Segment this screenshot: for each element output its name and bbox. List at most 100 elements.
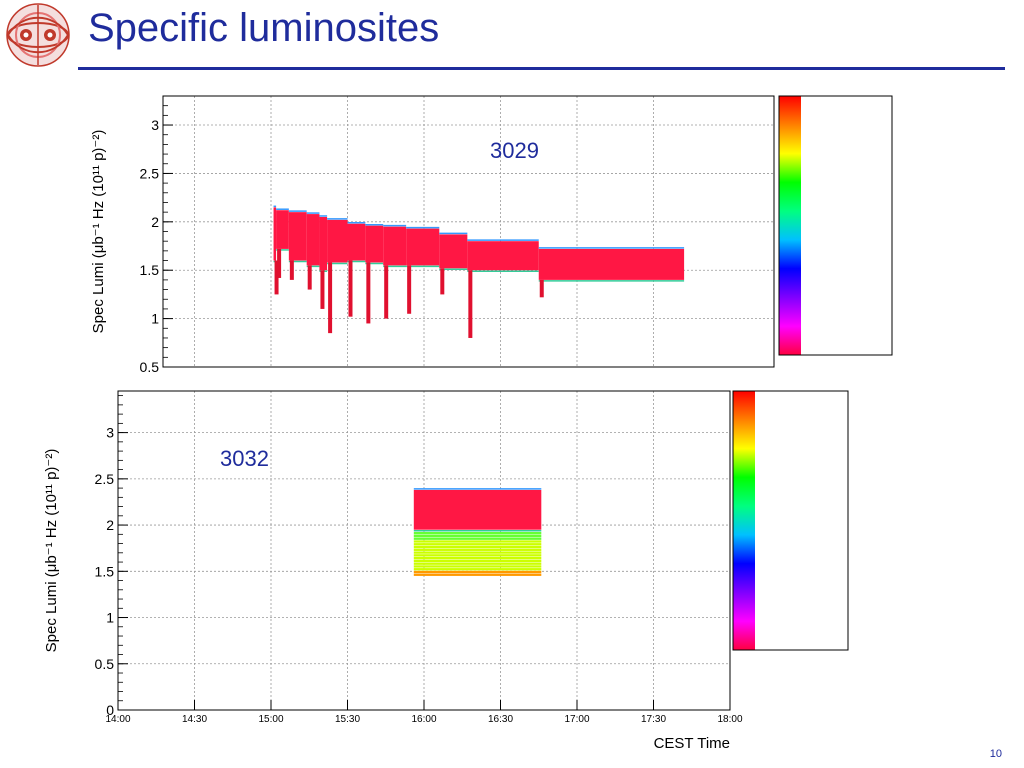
data-band-fill bbox=[276, 210, 289, 249]
x-tick-label: 17:30 bbox=[641, 714, 666, 725]
data-band bbox=[365, 223, 384, 324]
x-tick-label: 17:00 bbox=[564, 714, 589, 725]
slide-number: 10 bbox=[989, 748, 1002, 760]
x-tick-label: 15:00 bbox=[258, 714, 283, 725]
data-point-row bbox=[413, 545, 542, 549]
data-dip bbox=[277, 248, 282, 278]
data-point-row bbox=[413, 562, 542, 565]
data-band-fill bbox=[273, 207, 277, 261]
data-band bbox=[439, 232, 468, 295]
data-band bbox=[288, 210, 307, 280]
data-dip bbox=[407, 265, 412, 314]
data-point-row bbox=[413, 565, 542, 568]
data-dip bbox=[307, 265, 312, 290]
color-bar bbox=[778, 95, 893, 356]
color-bar-gradient bbox=[779, 96, 801, 355]
data-band-fill bbox=[406, 228, 440, 266]
y-tick-label: 1.5 bbox=[140, 262, 160, 278]
page-title: Specific luminosites bbox=[88, 6, 440, 50]
y-tick-label: 1 bbox=[151, 311, 159, 327]
data-point-row bbox=[413, 554, 542, 557]
x-tick-label: 14:30 bbox=[182, 714, 207, 725]
y-axis-label: Spec Lumi (μb⁻¹ Hz (10¹¹ p)⁻²) bbox=[43, 449, 60, 653]
data-band-fill bbox=[413, 489, 542, 530]
data-dip bbox=[468, 270, 473, 338]
data-band bbox=[273, 205, 279, 295]
data-band bbox=[327, 218, 348, 334]
data-band-fill bbox=[319, 216, 328, 271]
color-bar-frame bbox=[778, 95, 893, 356]
data-band-fill bbox=[288, 212, 307, 261]
y-tick-label: 2 bbox=[106, 517, 114, 533]
y-tick-label: 2.5 bbox=[140, 165, 160, 181]
run-number-label: 3032 bbox=[220, 446, 269, 471]
y-tick-label: 2.5 bbox=[95, 471, 115, 487]
data-band bbox=[538, 247, 685, 298]
data-point-row bbox=[413, 559, 542, 563]
data-dip bbox=[274, 260, 279, 295]
color-bar-frame bbox=[732, 390, 849, 651]
data-point-row bbox=[413, 570, 542, 574]
data-band-fill bbox=[365, 225, 384, 263]
y-tick-label: 0.5 bbox=[95, 656, 115, 672]
data-band bbox=[467, 239, 539, 338]
data-dip bbox=[440, 268, 445, 295]
data-band bbox=[413, 488, 542, 532]
data-dip bbox=[384, 265, 389, 319]
data-band-fill bbox=[538, 248, 685, 280]
data-dip bbox=[366, 262, 371, 324]
data-dip bbox=[289, 260, 294, 280]
data-point-row bbox=[413, 556, 542, 560]
title-divider bbox=[78, 67, 1005, 70]
y-tick-label: 3 bbox=[106, 425, 114, 441]
data-band bbox=[306, 212, 320, 290]
data-point-row bbox=[413, 568, 542, 571]
x-tick-label: 14:00 bbox=[105, 714, 130, 725]
data-point-row bbox=[413, 573, 542, 576]
data-point-row bbox=[413, 532, 542, 535]
x-tick-label: 18:00 bbox=[717, 714, 742, 725]
data-band-fill bbox=[306, 214, 320, 266]
data-dip bbox=[348, 260, 353, 317]
x-tick-label: 16:00 bbox=[411, 714, 436, 725]
data-band-fill bbox=[439, 234, 468, 269]
data-point-row bbox=[413, 551, 542, 554]
data-band-fill bbox=[327, 219, 348, 263]
data-band bbox=[347, 222, 366, 317]
data-band-fill bbox=[383, 226, 407, 266]
data-point-row bbox=[413, 543, 542, 546]
y-tick-label: 0.5 bbox=[140, 359, 160, 375]
y-tick-label: 2 bbox=[151, 214, 159, 230]
color-bar bbox=[732, 390, 849, 651]
y-axis-label: Spec Lumi (μb⁻¹ Hz (10¹¹ p)⁻²) bbox=[90, 130, 107, 334]
data-point-row bbox=[413, 548, 542, 551]
color-bar-gradient bbox=[733, 391, 755, 650]
lhc-logo bbox=[2, 2, 74, 68]
x-tick-label: 15:30 bbox=[335, 714, 360, 725]
plot-area: 0.5 1 1.5 2 2.5 3 3029 Spec Lumi (μb⁻¹ Hz (10¹¹… bbox=[90, 95, 893, 375]
data-point-row bbox=[413, 537, 542, 540]
data-band-fill bbox=[467, 241, 539, 271]
y-tick-label: 3 bbox=[151, 117, 159, 133]
data-dip bbox=[328, 262, 333, 334]
plot-border bbox=[162, 95, 775, 368]
data-band-fill bbox=[347, 223, 366, 261]
data-point-row bbox=[413, 540, 542, 543]
x-axis-label: CEST Time bbox=[654, 735, 730, 752]
data-band bbox=[319, 215, 328, 309]
plot-area: 0 0.5 1 1.5 2 2.5 3 3032 Spec Lumi (μb⁻¹ Hz (10¹… bbox=[43, 390, 849, 718]
data-band bbox=[406, 226, 440, 314]
data-dip bbox=[320, 270, 325, 309]
y-tick-label: 1.5 bbox=[95, 563, 115, 579]
data-band bbox=[413, 532, 542, 576]
data-band bbox=[383, 224, 407, 319]
y-tick-label: 1 bbox=[106, 610, 114, 626]
run-number-label: 3029 bbox=[490, 138, 539, 163]
y-tick-label: 0 bbox=[106, 702, 114, 718]
data-dip bbox=[539, 279, 544, 298]
x-tick-label: 16:30 bbox=[488, 714, 513, 725]
data-band bbox=[276, 208, 289, 278]
data-point-row bbox=[413, 534, 542, 538]
